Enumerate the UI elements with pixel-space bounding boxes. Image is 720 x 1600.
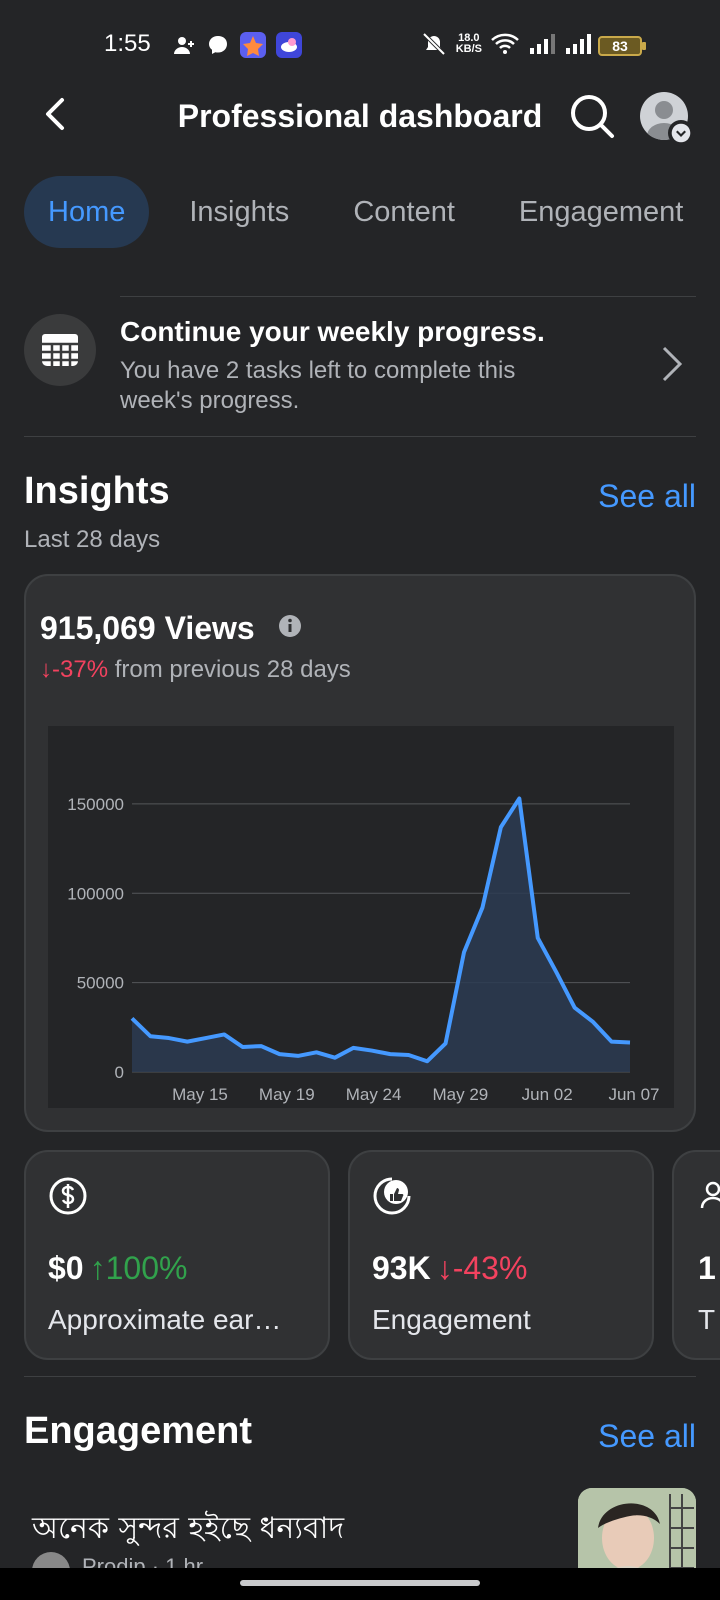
people-icon	[700, 1181, 720, 1209]
followers-metric-card[interactable]: 1 T	[672, 1150, 720, 1360]
views-chart: 0 50000 100000 150000 May 15 May 19 May 24 May …	[48, 726, 674, 1108]
system-nav-bar	[0, 1568, 720, 1600]
views-card[interactable]: 915,069 Views ↓-37% from previous 28 day…	[24, 574, 696, 1132]
x-tick-label: May 19	[259, 1085, 315, 1104]
engagement-see-all-link[interactable]: See all	[598, 1418, 696, 1454]
signal-icon-2	[566, 34, 591, 54]
views-change: ↓-37% from previous 28 days	[40, 656, 351, 684]
wifi-icon	[491, 33, 519, 54]
weekly-progress-card[interactable]: Continue your weekly progress. You have …	[24, 296, 696, 436]
engagement-change: ↓-43%	[436, 1250, 528, 1286]
engagement-title: Engagement	[24, 1410, 253, 1452]
network-speed: 18.0 KB/S	[456, 33, 482, 55]
net-speed-value: 18.0	[458, 32, 480, 44]
weather-app-icon	[276, 32, 302, 58]
back-arrow-icon[interactable]	[36, 94, 76, 134]
views-total: 915,069 Views	[40, 610, 255, 646]
views-area	[132, 798, 630, 1072]
divider	[120, 296, 696, 297]
tab-bar: Home Insights Content Engagement	[24, 176, 720, 248]
chevron-right-icon	[662, 346, 683, 382]
x-tick-label: May 15	[172, 1085, 228, 1104]
home-gesture-pill[interactable]	[240, 1580, 480, 1586]
notification-icons	[172, 32, 302, 58]
mute-icon	[422, 32, 446, 56]
calendar-icon	[42, 334, 78, 366]
signal-icon	[530, 34, 555, 54]
tab-engagement[interactable]: Engagement	[518, 196, 684, 228]
x-tick-label: May 24	[346, 1085, 402, 1104]
views-change-percent: ↓-37%	[40, 656, 109, 683]
earnings-change: ↑100%	[89, 1250, 188, 1286]
engagement-label: Engagement	[372, 1304, 531, 1335]
x-tick-label: Jun 07	[608, 1085, 659, 1104]
system-icons: 18.0 KB/S	[420, 30, 650, 58]
followers-value: 1	[698, 1250, 716, 1286]
earnings-value: $0 ↑100%	[48, 1250, 187, 1287]
tab-insights[interactable]: Insights	[189, 196, 290, 228]
followers-label: T	[698, 1304, 716, 1335]
divider	[24, 436, 696, 437]
weekly-progress-subtitle: You have 2 tasks left to complete this w…	[120, 357, 516, 414]
insights-see-all-link[interactable]: See all	[598, 478, 696, 514]
earnings-metric-card[interactable]: $0 ↑100% Approximate ear…	[24, 1150, 330, 1360]
insights-period: Last 28 days	[24, 526, 161, 553]
top-bar: Professional dashboard	[0, 80, 720, 156]
page-title: Professional dashboard	[177, 98, 543, 134]
app-icon	[240, 32, 266, 58]
x-tick-label: May 29	[433, 1085, 489, 1104]
x-tick-label: Jun 02	[522, 1085, 573, 1104]
battery-indicator: 83	[598, 36, 642, 56]
weekly-progress-title: Continue your weekly progress.	[120, 316, 545, 347]
add-friend-icon	[174, 37, 194, 54]
engagement-metric-card[interactable]: 93K ↓-43% Engagement	[348, 1150, 654, 1360]
earnings-amount: $0	[48, 1250, 84, 1286]
y-tick-label: 100000	[67, 884, 124, 903]
views-chart-svg: 0 50000 100000 150000 May 15 May 19 May 24 May …	[67, 795, 659, 1104]
views-line	[130, 796, 631, 1064]
comment-text: অনেক সুন্দর হইছে ধন্যবাদ	[32, 1511, 345, 1546]
dollar-icon	[49, 1177, 87, 1215]
status-bar: 1:55 18.0 KB/S 83	[0, 0, 720, 90]
chevron-down-icon[interactable]	[668, 120, 694, 146]
y-tick-label: 50000	[77, 974, 124, 993]
status-time: 1:55	[104, 30, 151, 57]
tab-home[interactable]: Home	[24, 176, 150, 248]
y-tick-label: 150000	[67, 795, 124, 814]
net-speed-unit: KB/S	[455, 43, 482, 55]
earnings-label: Approximate ear…	[48, 1304, 282, 1335]
info-icon[interactable]	[278, 614, 302, 638]
engagement-value: 93K ↓-43%	[372, 1250, 527, 1287]
tab-content[interactable]: Content	[353, 196, 455, 228]
messenger-icon	[209, 36, 227, 54]
views-change-suffix: from previous 28 days	[108, 656, 351, 683]
divider	[24, 1376, 696, 1377]
engagement-amount: 93K	[372, 1250, 431, 1286]
thumbs-up-icon	[373, 1177, 411, 1215]
search-icon[interactable]	[568, 92, 616, 140]
insights-title: Insights	[24, 470, 170, 512]
y-tick-label: 0	[115, 1063, 124, 1082]
calendar-icon-wrap	[24, 314, 96, 386]
battery-tip	[642, 42, 646, 50]
